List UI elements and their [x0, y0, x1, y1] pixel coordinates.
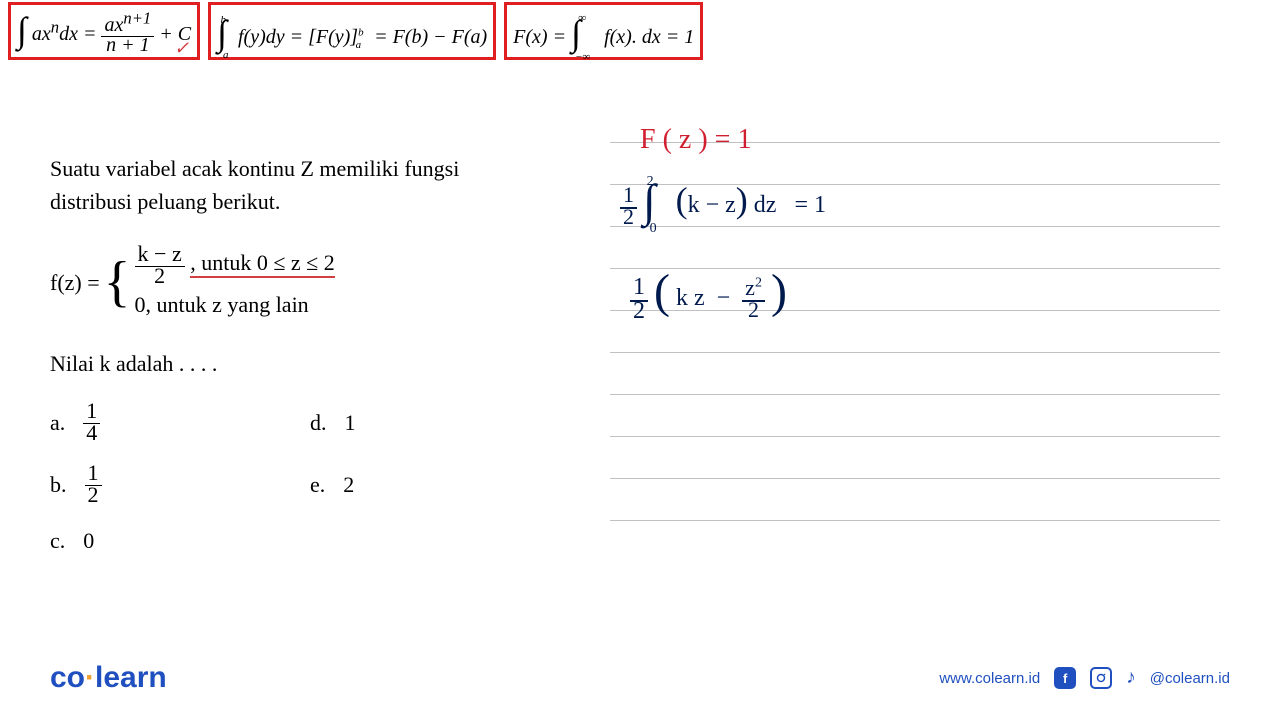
formula-3-text: F(x) = ∫−∞∞f(x). dx = 1 — [513, 10, 694, 52]
answer-choices: a. 14 d. 1 b. 12 e. 2 — [50, 400, 580, 557]
choice-a-den: 4 — [83, 420, 100, 445]
instagram-icon — [1090, 667, 1112, 689]
work-column: F ( z ) = 1 12 ∫02 (k − z) dz = 1 12 ( k… — [610, 132, 1240, 575]
choice-e: e. 2 — [310, 462, 390, 506]
footer-handle: @colearn.id — [1150, 670, 1230, 687]
formula-row: ∫ axndx = axn+1n + 1 + C ✓ ∫abf(y)dy = [… — [0, 0, 1280, 62]
brace-icon: { — [104, 257, 131, 307]
formula-box-3: F(x) = ∫−∞∞f(x). dx = 1 — [504, 2, 703, 60]
choice-c: c. 0 — [50, 524, 130, 557]
tiktok-icon: ♪ — [1126, 667, 1136, 689]
choice-b-label: b. — [50, 468, 67, 501]
hw-line-2: 12 ∫02 (k − z) dz = 1 — [620, 170, 826, 228]
choice-d-val: 1 — [345, 406, 356, 439]
choice-e-label: e. — [310, 468, 325, 501]
choice-b-den: 2 — [85, 482, 102, 507]
problem-line-2: distribusi peluang berikut. — [50, 185, 580, 218]
problem-statement: Suatu variabel acak kontinu Z memiliki f… — [50, 152, 580, 218]
choice-c-val: 0 — [83, 524, 94, 557]
logo-dot-icon: · — [85, 661, 95, 694]
hw-line-2-rhs: = 1 — [794, 192, 826, 218]
footer-url: www.colearn.id — [939, 670, 1040, 687]
footer-right: www.colearn.id f ♪ @colearn.id — [939, 667, 1230, 689]
choice-d: d. 1 — [310, 400, 390, 444]
problem-column: Suatu variabel acak kontinu Z memiliki f… — [50, 152, 580, 575]
pdf-cases: k − z2 , untuk 0 ≤ z ≤ 2 0, untuk z yang… — [135, 243, 335, 322]
logo-learn: learn — [95, 661, 167, 694]
choice-c-label: c. — [50, 524, 65, 557]
choice-a-label: a. — [50, 406, 65, 439]
pdf-definition: f(z) = { k − z2 , untuk 0 ≤ z ≤ 2 0, unt… — [50, 243, 580, 322]
main-content: Suatu variabel acak kontinu Z memiliki f… — [0, 62, 1280, 575]
colearn-logo: co·learn — [50, 661, 167, 695]
logo-co: co — [50, 661, 85, 694]
choice-d-label: d. — [310, 406, 327, 439]
problem-line-1: Suatu variabel acak kontinu Z memiliki f… — [50, 152, 580, 185]
facebook-icon: f — [1054, 667, 1076, 689]
choice-e-val: 2 — [343, 468, 354, 501]
formula-box-2: ∫abf(y)dy = [F(y)]ba = F(b) − F(a) — [208, 2, 496, 60]
case1-den: 2 — [151, 263, 168, 288]
formula-box-1: ∫ axndx = axn+1n + 1 + C ✓ — [8, 2, 200, 60]
case2: 0, untuk z yang lain — [135, 292, 309, 317]
formula-1-text: ∫ axndx = axn+1n + 1 + C — [17, 7, 191, 55]
choice-a: a. 14 — [50, 400, 130, 444]
hw-line-3: 12 ( k z − z22 ) — [630, 262, 787, 323]
footer: co·learn www.colearn.id f ♪ @colearn.id — [0, 661, 1280, 695]
hw-line-1: F ( z ) = 1 — [640, 124, 751, 156]
formula-2-text: ∫abf(y)dy = [F(y)]ba = F(b) − F(a) — [217, 10, 487, 52]
choice-b: b. 12 — [50, 462, 130, 506]
fz-label: f(z) = — [50, 266, 100, 299]
checkmark-icon: ✓ — [174, 38, 189, 59]
case1-condition: , untuk 0 ≤ z ≤ 2 — [190, 250, 335, 278]
question-text: Nilai k adalah . . . . — [50, 347, 580, 380]
